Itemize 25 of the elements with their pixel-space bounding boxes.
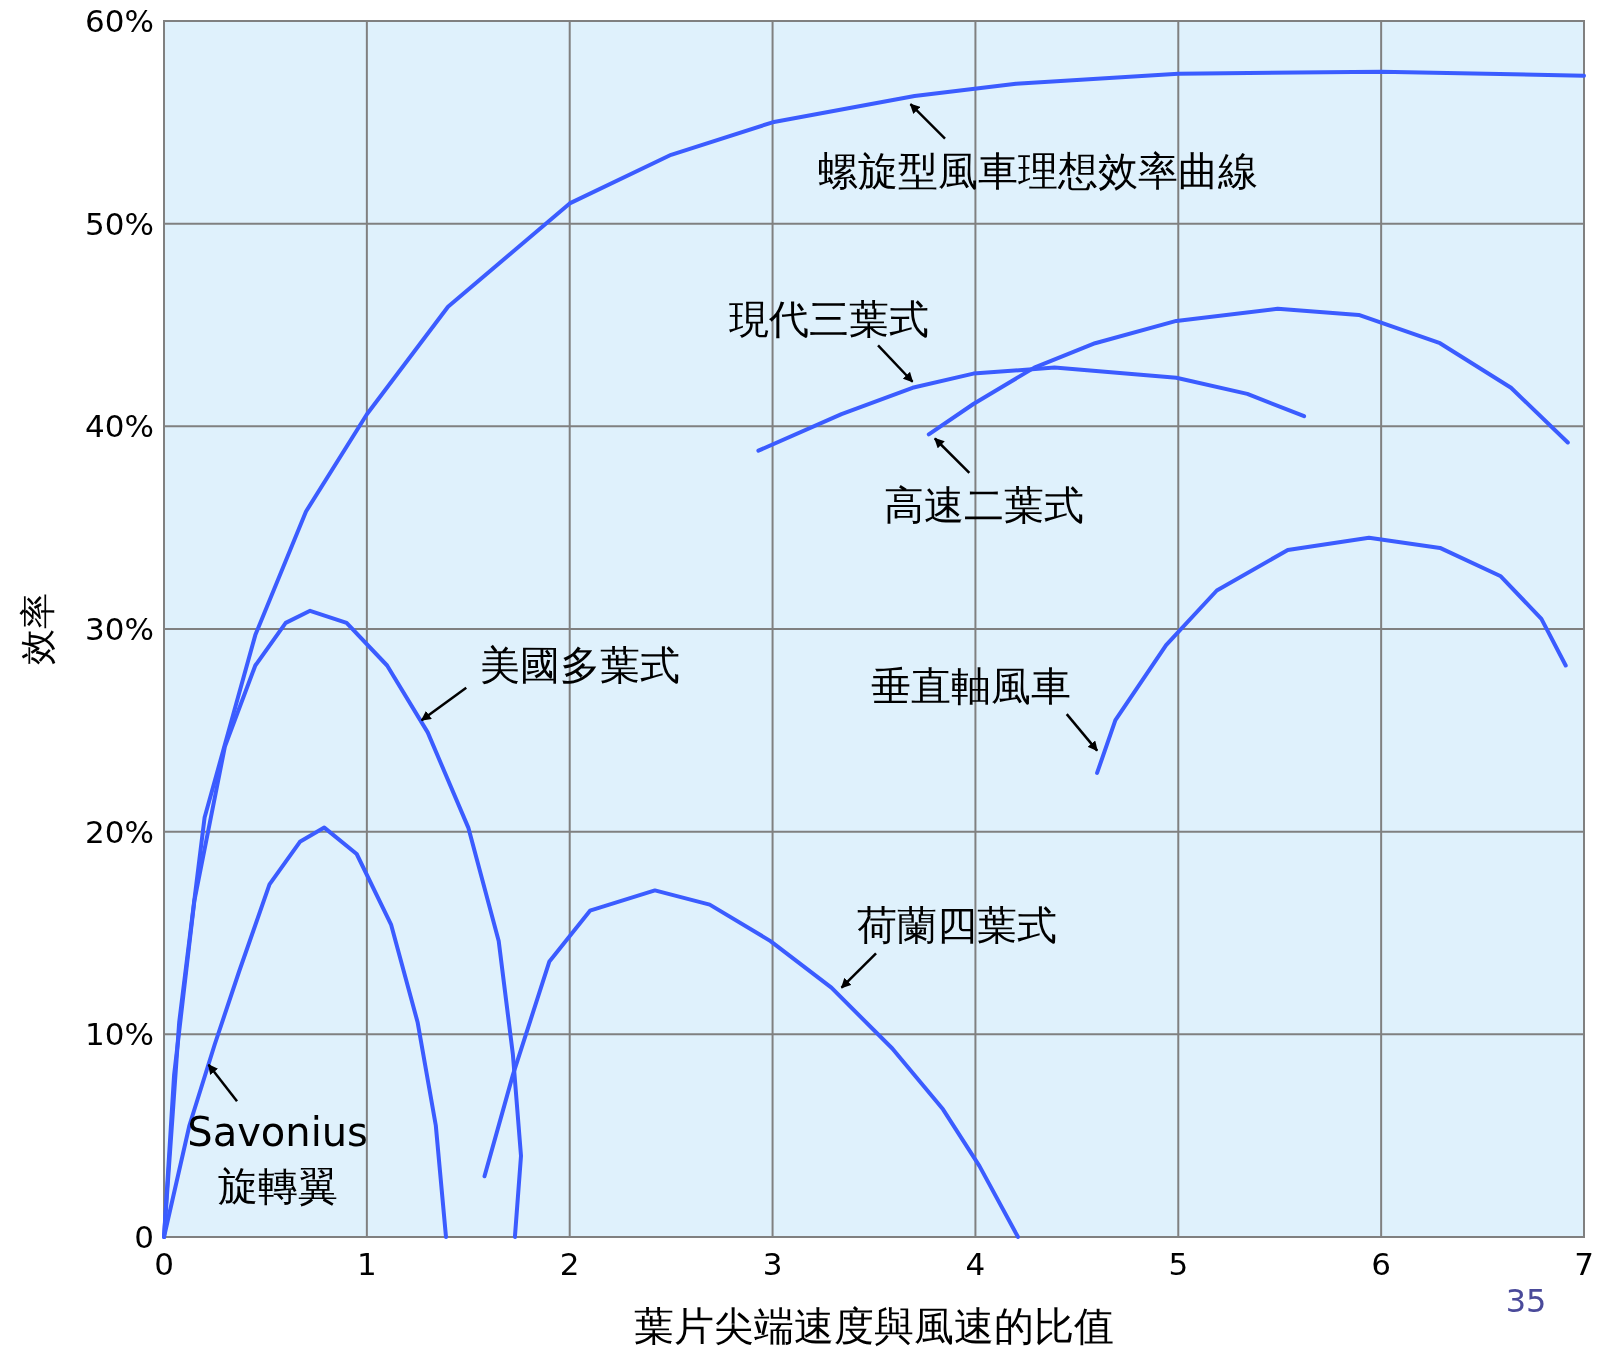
y-tick-label: 10% xyxy=(85,1016,154,1053)
x-tick-label: 3 xyxy=(762,1246,783,1282)
y-tick-label: 50% xyxy=(85,205,154,242)
series-label: Savonius 旋轉翼 xyxy=(187,1108,368,1209)
y-tick-label: 60% xyxy=(85,3,154,39)
text: 35 xyxy=(1505,1282,1547,1320)
y-tick-label: 0 xyxy=(134,1219,154,1255)
series-label: 高速二葉式 xyxy=(883,482,1084,529)
x-tick-label: 6 xyxy=(1371,1246,1392,1282)
y-tick-label: 20% xyxy=(85,813,154,850)
y-axis-title: 效率 xyxy=(17,593,58,665)
x-axis-title: 葉片尖端速度與風速的比值 xyxy=(634,1303,1114,1349)
x-tick-label: 1 xyxy=(356,1246,377,1282)
x-tick-label: 4 xyxy=(965,1246,986,1282)
x-tick-label: 7 xyxy=(1574,1246,1594,1282)
series-label: 美國多葉式 xyxy=(479,642,680,689)
x-tick-label: 5 xyxy=(1168,1246,1189,1282)
y-tick-label: 40% xyxy=(85,408,154,445)
x-tick-label: 2 xyxy=(559,1246,580,1282)
series-label: 垂直軸風車 xyxy=(871,662,1072,709)
series-label: 現代三葉式 xyxy=(729,295,930,342)
series-label: 螺旋型風車理想效率曲線 xyxy=(818,147,1259,194)
y-tick-label: 30% xyxy=(85,611,154,647)
line-series xyxy=(1095,535,1568,775)
series-label: 荷蘭四葉式 xyxy=(857,901,1058,948)
